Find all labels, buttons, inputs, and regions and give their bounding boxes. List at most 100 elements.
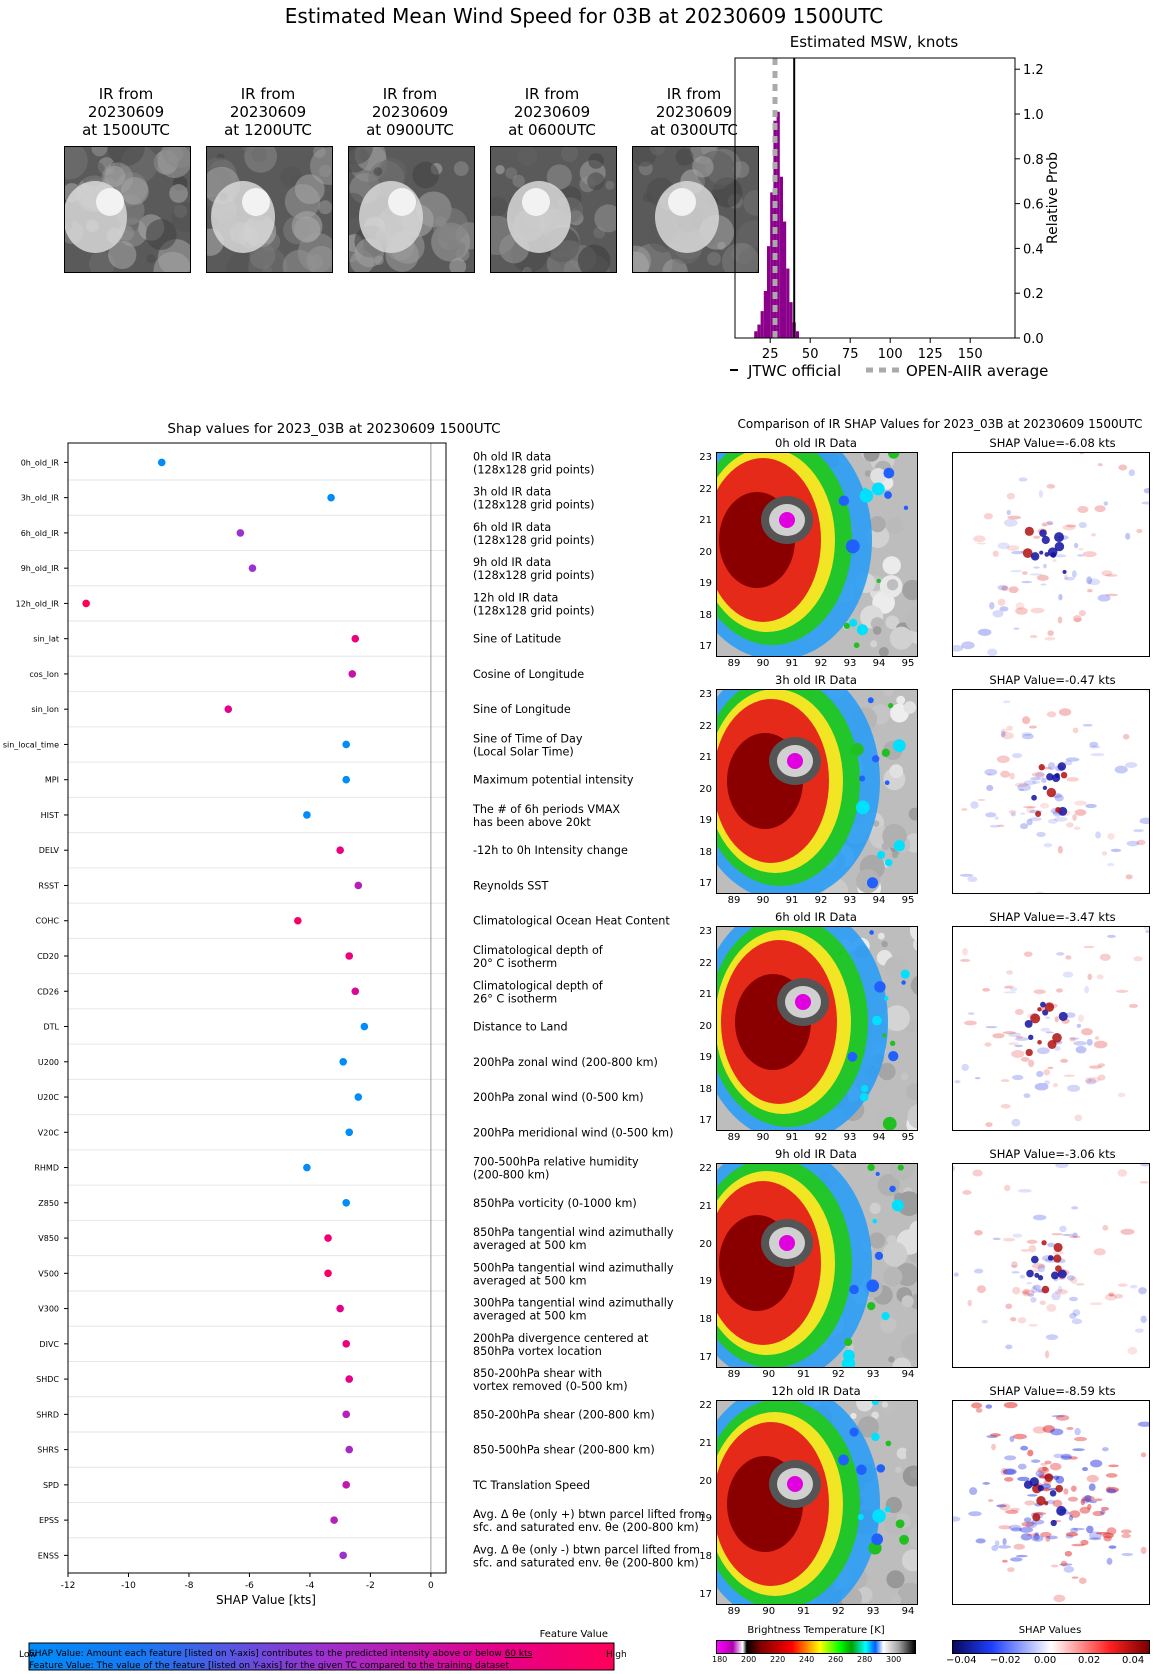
feature-short-label: V20C [38,1128,60,1137]
msw-plot-frame [734,57,1016,339]
ir-lat-tick-label: 21 [699,752,712,763]
ir-label-line: at 1500UTC [82,121,170,139]
feature-short-label: SPD [43,1481,59,1490]
msw-bar [763,290,767,338]
ir-lon-tick-label: 93 [866,1369,880,1380]
shap-point [324,1234,332,1242]
feature-description: The # of 6h periods VMAX [472,803,620,816]
feature-description: 200hPa zonal wind (200-800 km) [473,1056,658,1069]
feature-description: 9h old IR data [473,556,551,569]
ir-lat-tick-label: 19 [699,1513,712,1525]
shap-feature-row: RHMD 700-500hPa relative humidity(200-800… [34,1156,639,1182]
shap-feature-row: EPSS Avg. Δ θe (only +) btwn parcel lifte… [39,1508,705,1534]
shap-feature-row: COHC Climatological Ocean Heat Content [36,915,671,928]
shap-point [342,1340,351,1348]
shap-feature-row: Z850 850hPa vorticity (0-1000 km) [38,1197,637,1210]
msw-x-tick-label: 25 [762,347,779,362]
shap-point [345,1128,354,1137]
shap-point [82,599,90,608]
ir-label-line: 20230609 [229,103,307,121]
ir-lat-tick-label: 23 [699,689,712,700]
ir-lon-tick-label: 94 [901,1606,915,1617]
feature-description: vortex removed (0-500 km) [473,1380,628,1393]
feature-short-label: ENSS [38,1551,59,1560]
shap-point [342,1410,351,1419]
ir-lat-tick-label: 17 [699,1589,712,1600]
ir-shap-map [952,689,1150,894]
shap-point [236,529,245,537]
feature-short-label: U20C [37,1093,59,1102]
msw-bars [754,111,799,338]
ir-lon-tick-label: 92 [814,658,828,669]
ir-thumbnail-image [206,146,333,273]
msw-bar [779,176,783,338]
ir-lat-tick-label: 18 [699,1314,712,1326]
shap-point [224,705,233,713]
shap-gridlines [68,443,446,1573]
feature-short-label: Z850 [38,1199,59,1208]
shap-feature-row: sin_local_time Sine of Time of Day(Local … [3,732,583,758]
shap-feature-row: sin_lon Sine of Longitude [31,703,570,716]
ir-label-line: at 0900UTC [366,121,454,139]
bt-colorbar-tick: 260 [828,1655,844,1664]
ir-lat-tick-label: 18 [699,1083,712,1095]
msw-y-tick-label: 0.0 [1023,332,1044,347]
ir-lat-tick-label: 21 [699,1200,712,1212]
bt-colorbar-ticks: 180 200 220 240 260 280 300 [712,1655,916,1669]
ir-panel-title: 9h old IR Data [775,1147,857,1161]
ir-lon-tick-label: 90 [756,895,770,906]
footnote-threshold: 60 kts [504,1649,533,1659]
shap-point [351,987,360,996]
ir-thumbnail-label: IR from 20230609 at 0600UTC [487,85,617,139]
msw-x-tick-label: 75 [842,347,859,362]
shap-point [157,458,166,467]
feature-description: TC Translation Speed [472,1479,590,1492]
feature-value-colorbar-title: Feature Value [540,1629,608,1640]
ir-lon-tick-label: 92 [832,1369,845,1380]
feature-short-label: SHRS [37,1446,59,1455]
ir-label-line: 20230609 [655,103,733,121]
feature-short-label: V300 [38,1305,59,1314]
msw-bar [795,331,799,338]
feature-description: Climatological depth of [473,944,604,957]
shap-point [345,1375,354,1383]
feature-short-label: SHDC [36,1375,59,1384]
shap-x-tick-label: -4 [305,1581,314,1591]
shap-x-tick-label: -12 [61,1581,76,1591]
shap-feature-row: V300 300hPa tangential wind azimuthallyav… [38,1297,674,1323]
ir-lon-tick-label: 94 [872,1132,886,1143]
ir-lon-tick-label: 89 [727,1606,741,1617]
ir-lat-tick-label: 19 [699,1276,712,1288]
shap-feature-row: V500 500hPa tangential wind azimuthallyav… [38,1261,674,1287]
colorbar-low-label: Low [19,1650,37,1660]
ir-lon-tick-label: 91 [785,658,799,669]
ir-label-line: at 1200UTC [224,121,312,139]
feature-value-colorbar [28,1642,615,1671]
msw-y-tick-label: 0.8 [1023,153,1044,168]
ir-lon-tick-label: 93 [843,658,857,669]
shap-point [354,881,363,890]
ir-lon-tick-label: 90 [756,658,770,669]
ir-lon-tick-label: 91 [797,1606,810,1617]
shap-point [348,670,357,678]
feature-description: 850hPa vortex location [473,1345,602,1358]
feature-short-label: V850 [38,1234,59,1243]
shap-feature-row: SHRD 850-200hPa shear (200-800 km) [36,1408,655,1421]
feature-description: Reynolds SST [473,879,549,892]
msw-histogram-chart: Estimated MSW, knots 25 50 75 100 125 150 0.0… [730,33,1061,380]
shap-feature-row: sin_lat Sine of Latitude [33,633,561,646]
ir-lat-tick-label: 23 [699,926,712,937]
shap-chart-title: Shap values for 2023_03B at 20230609 150… [167,421,500,437]
feature-short-label: DIVC [39,1340,59,1349]
msw-bar [770,192,774,338]
shap-feature-rows: 0h_old_IR 0h old IR data(128x128 grid poi… [3,450,706,1569]
msw-x-tick-label: 100 [878,347,903,362]
msw-x-tick-label: 125 [918,347,943,362]
shap-feature-row: 3h_old_IR 3h old IR data(128x128 grid poi… [21,486,595,512]
feature-description: 850-200hPa shear with [473,1367,602,1380]
ir-lon-tick-label: 92 [814,1132,828,1143]
ir-thumbnail-label: IR from 20230609 at 1500UTC [61,85,191,139]
footnote-shap-text: SHAP Value: Amount each feature [listed … [29,1649,505,1659]
